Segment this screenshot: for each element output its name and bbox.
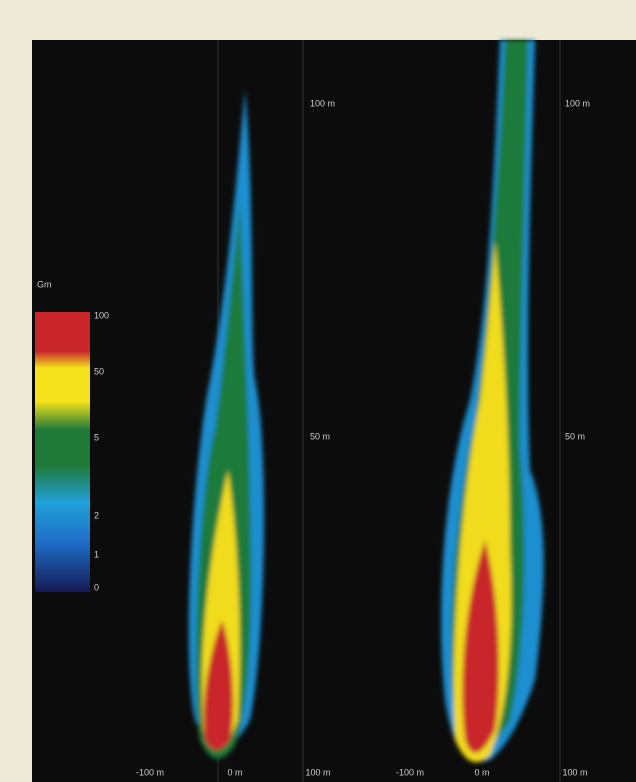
axis-label: 0 m: [227, 767, 242, 777]
distance-label: 100 m: [565, 98, 590, 108]
distance-label: 100 m: [310, 98, 335, 108]
legend-label: 50: [94, 366, 104, 376]
legend-label: 2: [94, 510, 99, 520]
legend-label: 0: [94, 582, 99, 592]
axis-label: -100 m: [136, 767, 164, 777]
legend-title: Gm: [37, 279, 52, 289]
figure: Gm 100 50 5 2 1 0 100 m 50 m 100 m 50 m …: [0, 0, 636, 782]
legend-label: 5: [94, 432, 99, 442]
legend-label: 1: [94, 549, 99, 559]
axis-label: 100 m: [305, 767, 330, 777]
distance-label: 50 m: [310, 431, 330, 441]
image-background: [32, 40, 636, 782]
axis-label: 0 m: [474, 767, 489, 777]
legend-label: 100: [94, 310, 109, 320]
axis-label: -100 m: [396, 767, 424, 777]
axis-label: 100 m: [562, 767, 587, 777]
page: Gm 100 50 5 2 1 0 100 m 50 m 100 m 50 m …: [0, 0, 636, 782]
distance-label: 50 m: [565, 431, 585, 441]
colorbar: [35, 312, 90, 592]
